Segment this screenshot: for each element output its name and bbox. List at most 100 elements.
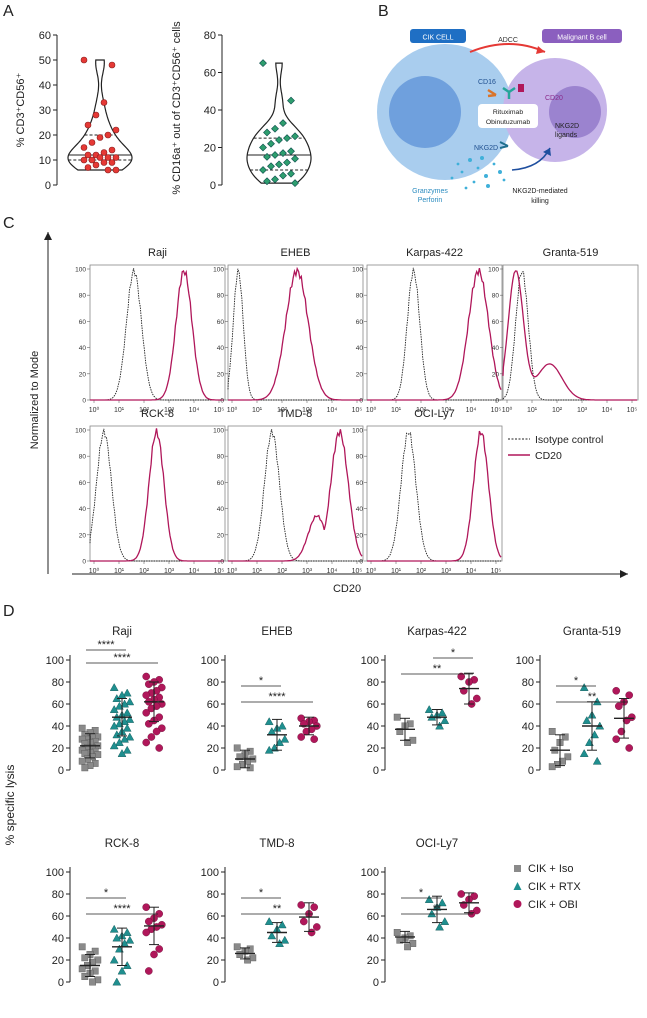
violin-data-point: [108, 146, 116, 154]
nkg2d-ligands-label-2: ligands: [555, 132, 578, 139]
killing-label-1: NKG2D-mediated: [512, 188, 567, 195]
cd16-receptor: [487, 88, 497, 98]
c-y-arrowhead: [44, 232, 52, 240]
histogram-y-tick-label: 60: [79, 480, 87, 487]
iso-data-point: [561, 733, 569, 741]
plot-y-tick-label: 80: [367, 677, 379, 689]
obi-data-point: [617, 727, 626, 736]
iso-data-point: [78, 757, 86, 765]
rtx-data-point: [592, 756, 602, 765]
panel-letter-b: B: [378, 3, 389, 20]
histogram-x-tick-label: 10⁰: [89, 567, 100, 575]
violin-data-point: [108, 159, 116, 166]
histogram-title: OCI-Ly7: [414, 408, 455, 420]
histogram-y-tick-label: 0: [220, 559, 224, 566]
histogram-x-tick-label: 10¹: [527, 407, 538, 414]
legend-rtx-marker: [513, 882, 522, 890]
violin-data-point: [108, 61, 116, 69]
plot-y-tick-label: 40: [207, 933, 219, 945]
histogram-y-tick-label: 100: [213, 267, 224, 274]
plot-y-tick-label: 0: [213, 977, 219, 989]
lysis-plots: Raji020406080100********EHEB020406080100…: [46, 626, 636, 989]
plot-y-tick-label: 80: [52, 889, 64, 901]
histogram-x-tick-label: 10³: [302, 407, 313, 414]
violin-data-point: [279, 171, 287, 180]
histogram-x-tick-label: 10³: [441, 407, 452, 414]
violin-data-point: [80, 56, 88, 64]
nkg2d-receptor: [499, 141, 509, 149]
histogram-y-tick-label: 40: [79, 506, 87, 513]
histogram-y-tick-label: 80: [217, 454, 225, 461]
histogram-x-tick-label: 10⁵: [491, 568, 502, 575]
histogram-title: EHEB: [281, 247, 311, 259]
histogram-x-tick-label: 10⁴: [602, 407, 613, 414]
isotype-histogram: [89, 428, 224, 562]
rtx-data-point: [280, 734, 290, 743]
iso-data-point: [233, 744, 241, 752]
rtx-data-point: [267, 931, 277, 940]
plot-y-tick-label: 0: [213, 765, 219, 777]
y-tick-label: 40: [39, 80, 51, 92]
obi-data-point: [147, 704, 156, 713]
iso-data-point: [78, 943, 86, 951]
plot-y-tick-label: 100: [201, 867, 219, 879]
rtx-data-point: [125, 714, 135, 723]
rtx-data-point: [437, 708, 447, 717]
violin-data-point: [271, 151, 279, 159]
isotype-histogram: [227, 268, 362, 401]
histogram-x-tick-label: 10³: [164, 407, 175, 414]
plot-y-tick-label: 20: [207, 743, 219, 755]
iso-data-point: [236, 753, 244, 761]
isotype-histogram: [367, 267, 501, 401]
legend-iso-text: CIK + Iso: [528, 863, 574, 875]
rtx-data-point: [120, 734, 129, 743]
histogram-title: Raji: [148, 247, 167, 259]
violin-data-point: [100, 159, 108, 166]
rtx-data-point: [112, 933, 122, 942]
histogram-x-tick-label: 10²: [139, 568, 150, 575]
histogram-y-tick-label: 20: [492, 371, 500, 378]
rtx-data-point: [115, 944, 124, 953]
b-cell-nucleus: [549, 86, 601, 138]
rtx-data-point: [440, 716, 450, 724]
violin-data-point: [104, 131, 112, 139]
histogram-y-tick-label: 60: [356, 480, 364, 487]
obi-data-point: [615, 702, 623, 711]
histogram-title: TMD-8: [279, 408, 313, 420]
histogram-title: RCK-8: [141, 408, 174, 420]
rtx-data-point: [120, 699, 129, 708]
iso-data-point: [404, 943, 411, 951]
violin-data-point: [271, 124, 279, 133]
histogram-y-tick-label: 80: [492, 293, 500, 300]
violin-data-point: [96, 154, 104, 161]
iso-data-point: [78, 724, 86, 732]
significance-label: ****: [113, 652, 131, 664]
plot-y-tick-label: 0: [373, 765, 379, 777]
histogram-y-tick-label: 20: [356, 371, 364, 378]
iso-data-point: [78, 965, 86, 973]
rtx-data-point: [264, 917, 274, 925]
histogram-x-tick-label: 10³: [577, 407, 588, 414]
plot-y-tick-label: 40: [52, 933, 64, 945]
iso-data-point: [393, 929, 401, 936]
rtx-data-point: [122, 928, 132, 936]
violin-data-point: [112, 154, 120, 161]
plot-y-tick-label: 40: [367, 933, 379, 945]
rtx-data-point: [115, 738, 124, 746]
histogram-y-tick-label: 80: [79, 293, 87, 300]
cd20-histogram: [90, 428, 224, 562]
plot-y-tick-label: 80: [52, 677, 64, 689]
histogram-x-tick-label: 10⁵: [214, 407, 225, 414]
plot-y-tick-label: 20: [207, 955, 219, 967]
legend-cd20-label: CD20: [535, 450, 562, 462]
violin-data-point: [112, 166, 120, 174]
adcc-label: ADCC: [498, 37, 518, 44]
violin-data-point: [279, 149, 287, 158]
histogram-x-tick-label: 10⁰: [502, 406, 513, 414]
y-tick-label: 10: [39, 155, 51, 167]
obi-data-point: [457, 890, 466, 898]
histogram-grid: Raji 0 20 40 60 80 100 10⁰ 10¹ 10² 10³ 10⁴ 10⁵ EHEB 0 2…: [75, 247, 639, 575]
nkg2d-ligands-label-1: NKG2D: [555, 123, 579, 130]
histogram-frame: [89, 425, 226, 562]
violin-outline: [246, 62, 312, 184]
